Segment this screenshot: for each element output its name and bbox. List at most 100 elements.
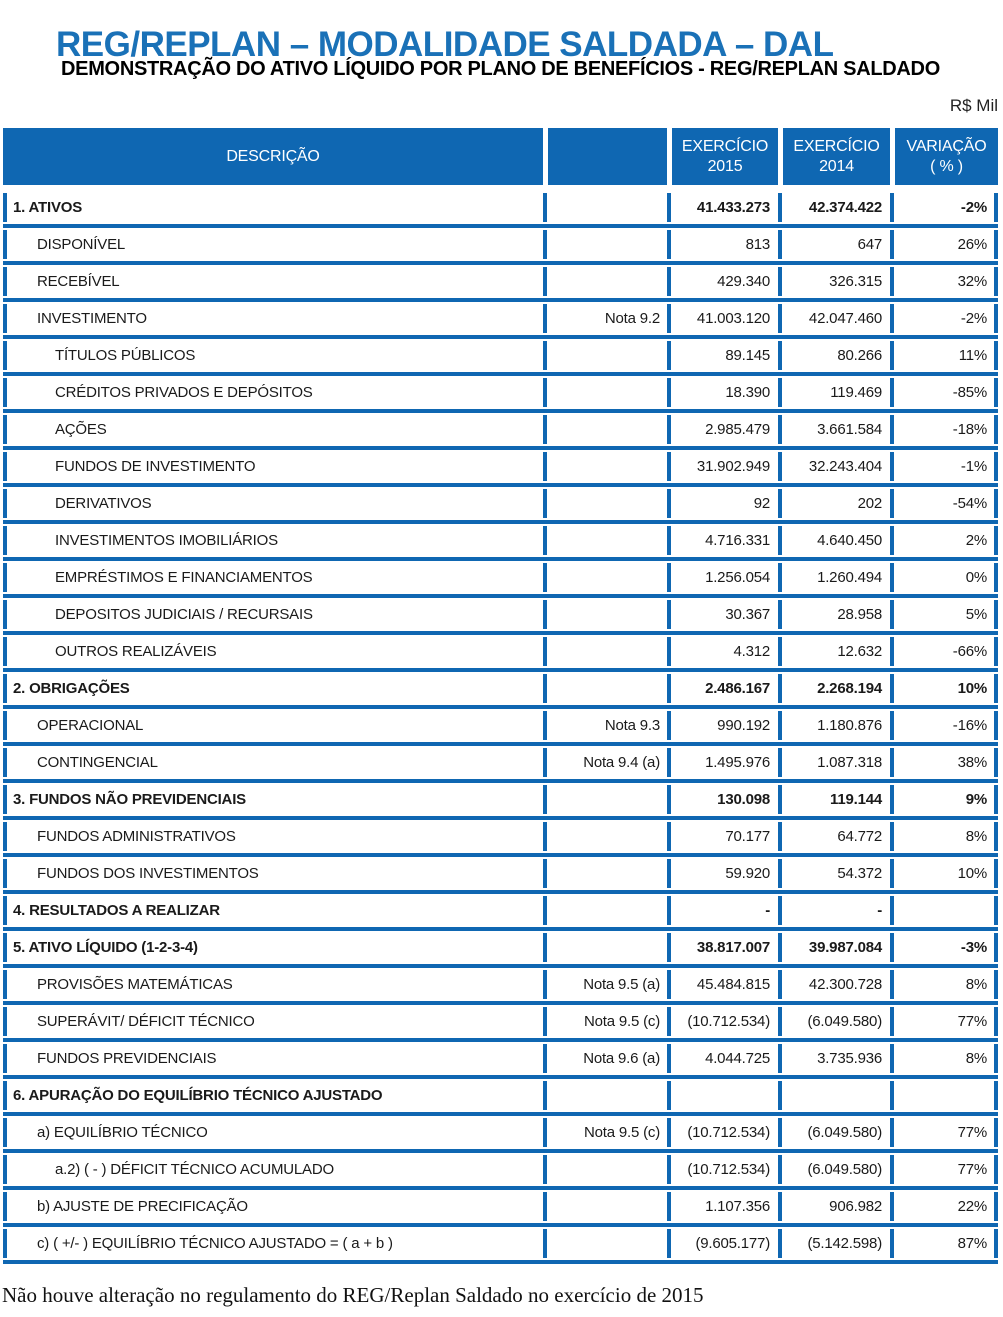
row-label: 5. ATIVO LÍQUIDO (1-2-3-4) xyxy=(3,933,543,962)
row-note xyxy=(543,378,667,407)
row-value-2014: 42.047.460 xyxy=(778,304,890,333)
row-label: INVESTIMENTO xyxy=(3,304,543,333)
row-note xyxy=(543,267,667,296)
dal-table: DESCRIÇÃO EXERCÍCIO 2015 EXERCÍCIO 2014 … xyxy=(3,128,998,1264)
row-note xyxy=(543,489,667,518)
row-variation: 38% xyxy=(890,748,998,777)
row-label: AÇÕES xyxy=(3,415,543,444)
row-variation: 5% xyxy=(890,600,998,629)
row-note: Nota 9.5 (c) xyxy=(543,1118,667,1147)
row-value-2014: 28.958 xyxy=(778,600,890,629)
column-header-exercicio-2015: EXERCÍCIO 2015 xyxy=(667,128,778,185)
table-row: OPERACIONAL Nota 9.3 990.192 1.180.876 -16% xyxy=(3,709,998,746)
row-value-2015: (9.605.177) xyxy=(667,1229,778,1258)
row-value-2014: 647 xyxy=(778,230,890,259)
row-note xyxy=(543,600,667,629)
row-note: Nota 9.4 (a) xyxy=(543,748,667,777)
table-header-row: DESCRIÇÃO EXERCÍCIO 2015 EXERCÍCIO 2014 … xyxy=(3,128,998,185)
row-value-2015: 813 xyxy=(667,230,778,259)
row-value-2015: 4.716.331 xyxy=(667,526,778,555)
row-variation: 9% xyxy=(890,785,998,814)
unit-label: R$ Mil xyxy=(949,96,998,115)
row-label: DISPONÍVEL xyxy=(3,230,543,259)
row-variation: 8% xyxy=(890,1044,998,1073)
table-row: 2. OBRIGAÇÕES 2.486.167 2.268.194 10% xyxy=(3,672,998,709)
table-row: SUPERÁVIT/ DÉFICIT TÉCNICO Nota 9.5 (c) (1… xyxy=(3,1005,998,1042)
row-value-2014: (6.049.580) xyxy=(778,1007,890,1036)
table-row: OUTROS REALIZÁVEIS 4.312 12.632 -66% xyxy=(3,635,998,672)
page-title: REG/REPLAN – MODALIDADE SALDADA – DAL xyxy=(56,25,834,65)
row-label: FUNDOS ADMINISTRATIVOS xyxy=(3,822,543,851)
row-variation: 10% xyxy=(890,674,998,703)
row-note xyxy=(543,785,667,814)
table-row: INVESTIMENTO Nota 9.2 41.003.120 42.047.460… xyxy=(3,302,998,339)
row-note xyxy=(543,230,667,259)
row-value-2014: 2.268.194 xyxy=(778,674,890,703)
row-label: 6. APURAÇÃO DO EQUILÍBRIO TÉCNICO AJUSTA… xyxy=(3,1081,543,1110)
row-label: a) EQUILÍBRIO TÉCNICO xyxy=(3,1118,543,1147)
row-value-2015: 89.145 xyxy=(667,341,778,370)
row-value-2014: 1.180.876 xyxy=(778,711,890,740)
row-value-2014: 3.661.584 xyxy=(778,415,890,444)
column-header-descricao: DESCRIÇÃO xyxy=(3,128,543,185)
table-row: 4. RESULTADOS A REALIZAR - - xyxy=(3,894,998,931)
row-label: OUTROS REALIZÁVEIS xyxy=(3,637,543,666)
column-header-nota xyxy=(543,128,667,185)
row-value-2015: 130.098 xyxy=(667,785,778,814)
row-note: Nota 9.3 xyxy=(543,711,667,740)
row-variation: 2% xyxy=(890,526,998,555)
row-variation: 22% xyxy=(890,1192,998,1221)
row-label: DERIVATIVOS xyxy=(3,489,543,518)
row-value-2015: 41.433.273 xyxy=(667,193,778,222)
row-variation: 0% xyxy=(890,563,998,592)
row-label: PROVISÕES MATEMÁTICAS xyxy=(3,970,543,999)
row-value-2015 xyxy=(667,1081,778,1110)
row-note xyxy=(543,859,667,888)
column-header-label-line1: VARIAÇÃO xyxy=(906,137,987,155)
column-header-label-line1: EXERCÍCIO xyxy=(793,137,880,155)
row-label: 2. OBRIGAÇÕES xyxy=(3,674,543,703)
row-value-2015: 30.367 xyxy=(667,600,778,629)
row-note xyxy=(543,896,667,925)
row-variation xyxy=(890,1081,998,1110)
table-row: TÍTULOS PÚBLICOS 89.145 80.266 11% xyxy=(3,339,998,376)
row-value-2014: 202 xyxy=(778,489,890,518)
row-label: c) ( +/- ) EQUILÍBRIO TÉCNICO AJUSTADO =… xyxy=(3,1229,543,1258)
table-row: RECEBÍVEL 429.340 326.315 32% xyxy=(3,265,998,302)
table-row: CRÉDITOS PRIVADOS E DEPÓSITOS 18.390 119.4… xyxy=(3,376,998,413)
row-value-2015: 4.312 xyxy=(667,637,778,666)
row-note xyxy=(543,1229,667,1258)
row-label: CRÉDITOS PRIVADOS E DEPÓSITOS xyxy=(3,378,543,407)
row-value-2014: 12.632 xyxy=(778,637,890,666)
row-value-2014: 54.372 xyxy=(778,859,890,888)
row-value-2014: 1.260.494 xyxy=(778,563,890,592)
row-label: b) AJUSTE DE PRECIFICAÇÃO xyxy=(3,1192,543,1221)
table-row: DEPOSITOS JUDICIAIS / RECURSAIS 30.367 28.… xyxy=(3,598,998,635)
row-note xyxy=(543,822,667,851)
row-value-2015: (10.712.534) xyxy=(667,1118,778,1147)
row-variation: 87% xyxy=(890,1229,998,1258)
row-value-2015: 92 xyxy=(667,489,778,518)
row-value-2014: 119.469 xyxy=(778,378,890,407)
row-variation: 8% xyxy=(890,822,998,851)
row-note xyxy=(543,1155,667,1184)
table-row: 1. ATIVOS 41.433.273 42.374.422 -2% xyxy=(3,191,998,228)
row-variation: -18% xyxy=(890,415,998,444)
row-value-2014: (6.049.580) xyxy=(778,1155,890,1184)
column-header-label: DESCRIÇÃO xyxy=(226,147,320,165)
row-variation xyxy=(890,896,998,925)
row-label: DEPOSITOS JUDICIAIS / RECURSAIS xyxy=(3,600,543,629)
row-variation: -2% xyxy=(890,304,998,333)
row-variation: 11% xyxy=(890,341,998,370)
row-value-2015: 1.495.976 xyxy=(667,748,778,777)
row-note xyxy=(543,1192,667,1221)
row-variation: 77% xyxy=(890,1007,998,1036)
row-value-2014: 80.266 xyxy=(778,341,890,370)
row-note xyxy=(543,674,667,703)
row-value-2015: 18.390 xyxy=(667,378,778,407)
row-value-2015: 59.920 xyxy=(667,859,778,888)
row-label: FUNDOS DE INVESTIMENTO xyxy=(3,452,543,481)
row-note xyxy=(543,563,667,592)
footnote: Não houve alteração no regulamento do RE… xyxy=(2,1283,704,1307)
table-row: 6. APURAÇÃO DO EQUILÍBRIO TÉCNICO AJUSTA… xyxy=(3,1079,998,1116)
